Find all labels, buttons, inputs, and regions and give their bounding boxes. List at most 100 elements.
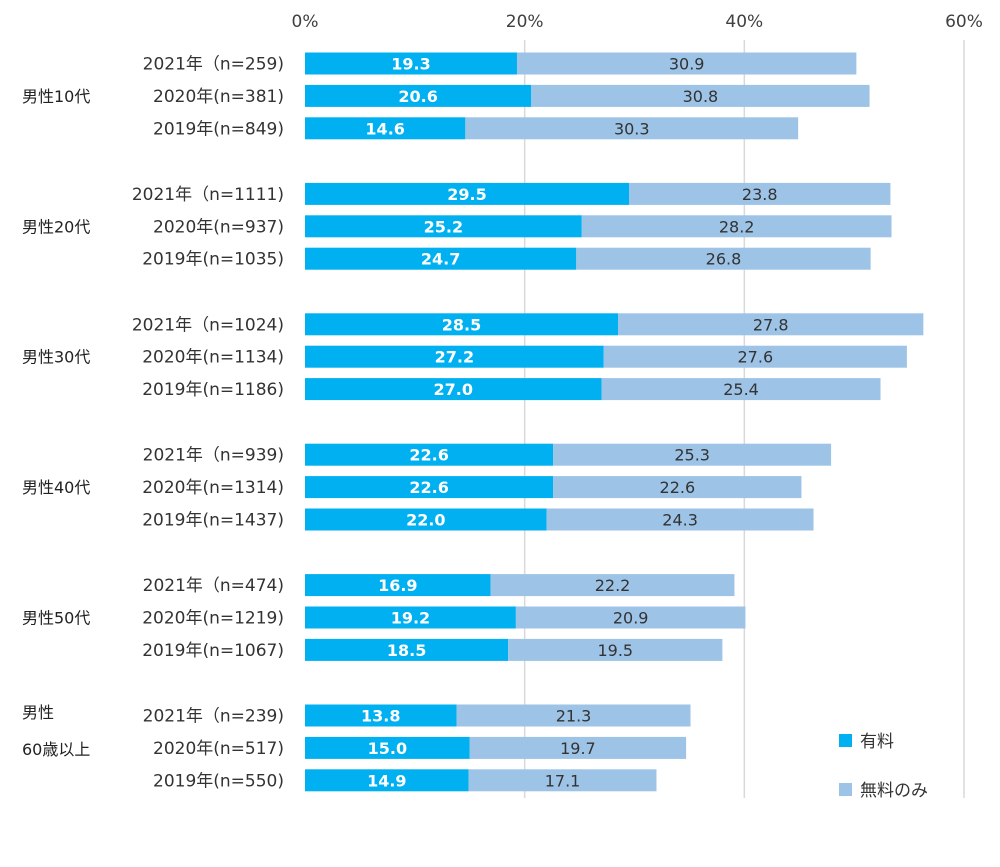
- row-label: 2021年（n=239): [143, 707, 284, 727]
- bar-free-only: [516, 52, 857, 75]
- row-label: 2020年(n=1219): [142, 609, 284, 629]
- bar-free-only: [553, 476, 802, 499]
- data-label-free-only: 25.3: [674, 446, 710, 465]
- x-tick-label: 60%: [945, 12, 983, 32]
- data-label-free-only: 23.8: [742, 185, 778, 204]
- data-label-free-only: 22.6: [660, 478, 696, 497]
- data-label-paid: 22.6: [409, 446, 448, 465]
- bar-free-only: [576, 247, 871, 270]
- x-tick-label: 0%: [292, 12, 319, 32]
- row-label: 2020年(n=517): [153, 739, 284, 759]
- data-label-paid: 18.5: [387, 641, 426, 660]
- bar-free-only: [456, 704, 691, 727]
- row-label: 2019年(n=1437): [142, 511, 284, 531]
- bar-paid: [305, 117, 466, 140]
- bar-free-only: [490, 574, 735, 597]
- bar-paid: [305, 182, 630, 205]
- legend-swatch-paid: [839, 734, 852, 747]
- bar-paid: [305, 378, 602, 401]
- bar-paid: [305, 638, 509, 661]
- group-label: 男性50代: [22, 609, 90, 628]
- group-label: 男性40代: [22, 478, 90, 497]
- data-label-free-only: 25.4: [723, 380, 759, 399]
- row-label: 2021年（n=1111): [132, 185, 284, 205]
- bar-paid: [305, 736, 470, 759]
- data-label-free-only: 24.3: [662, 511, 698, 530]
- data-label-paid: 19.2: [391, 609, 430, 628]
- data-label-free-only: 30.3: [614, 119, 650, 138]
- group-label: 男性10代: [22, 87, 90, 106]
- data-label-paid: 24.7: [421, 250, 460, 269]
- bar-paid: [305, 704, 457, 727]
- row-label: 2019年(n=550): [153, 771, 284, 791]
- data-label-paid: 20.6: [398, 87, 437, 106]
- row-label: 2019年(n=1067): [142, 641, 284, 661]
- data-label-paid: 28.5: [442, 315, 481, 334]
- bar-paid: [305, 606, 516, 629]
- data-label-paid: 22.0: [406, 511, 445, 530]
- bar-paid: [305, 769, 469, 792]
- bar-paid: [305, 52, 517, 75]
- bar-free-only: [465, 117, 799, 140]
- group-label: 男性 60歳以上: [22, 703, 90, 759]
- row-label: 2019年(n=849): [153, 119, 284, 139]
- data-label-paid: 16.9: [378, 576, 417, 595]
- legend-label-free-only: 無料のみ: [860, 781, 928, 801]
- data-label-paid: 14.6: [365, 119, 404, 138]
- bar-paid: [305, 215, 582, 238]
- bar-free-only: [468, 769, 657, 792]
- data-label-free-only: 21.3: [556, 707, 592, 726]
- bar-paid: [305, 443, 554, 466]
- bar-free-only: [601, 378, 881, 401]
- bar-free-only: [553, 443, 832, 466]
- data-label-free-only: 30.9: [669, 55, 705, 74]
- bar-paid: [305, 247, 577, 270]
- bar-paid: [305, 508, 547, 531]
- group-label: 男性20代: [22, 217, 90, 236]
- legend-label-paid: 有料: [860, 732, 894, 752]
- bar-paid: [305, 574, 491, 597]
- bar-paid: [305, 476, 554, 499]
- data-label-paid: 29.5: [447, 185, 486, 204]
- bar-free-only: [546, 508, 814, 531]
- row-labels: 2021年（n=259) 2020年(n=381) 2019年(n=849) 男性10…: [22, 55, 284, 792]
- bar-free-only: [515, 606, 746, 629]
- data-label-free-only: 19.5: [597, 641, 633, 660]
- bar-free-only: [531, 84, 870, 107]
- row-label: 2021年（n=1024): [132, 315, 284, 335]
- x-tick-label: 40%: [725, 12, 763, 32]
- data-label-free-only: 26.8: [706, 250, 742, 269]
- data-label-paid: 13.8: [361, 707, 400, 726]
- data-label-free-only: 22.2: [595, 576, 631, 595]
- data-label-free-only: 27.6: [738, 348, 774, 367]
- data-label-free-only: 20.9: [613, 609, 649, 628]
- data-label-free-only: 19.7: [560, 739, 596, 758]
- data-label-paid: 27.2: [435, 348, 474, 367]
- bar-paid: [305, 84, 532, 107]
- data-label-paid: 14.9: [367, 771, 406, 790]
- bar-free-only: [603, 345, 907, 368]
- bar-paid: [305, 345, 604, 368]
- data-label-free-only: 28.2: [719, 217, 755, 236]
- bar-free-only: [469, 736, 687, 759]
- row-label: 2020年(n=937): [153, 217, 284, 237]
- bar-free-only: [508, 638, 723, 661]
- data-label-free-only: 27.8: [753, 315, 789, 334]
- bar-free-only: [629, 182, 891, 205]
- data-label-free-only: 30.8: [683, 87, 719, 106]
- bars: 19.3 30.9 20.6 30.8 14.6 30.3 29.5 23.8 25.2 28.2…: [305, 52, 924, 792]
- bar-free-only: [581, 215, 892, 238]
- row-label: 2021年（n=939): [143, 446, 284, 466]
- data-label-paid: 22.6: [409, 478, 448, 497]
- data-label-paid: 15.0: [368, 739, 407, 758]
- bar-paid: [305, 313, 619, 336]
- data-label-paid: 27.0: [434, 380, 473, 399]
- row-label: 2020年(n=381): [153, 87, 284, 107]
- bar-free-only: [618, 313, 924, 336]
- data-label-free-only: 17.1: [545, 771, 581, 790]
- gridlines: [523, 40, 965, 798]
- data-label-paid: 19.3: [391, 55, 430, 74]
- row-label: 2020年(n=1134): [142, 348, 284, 368]
